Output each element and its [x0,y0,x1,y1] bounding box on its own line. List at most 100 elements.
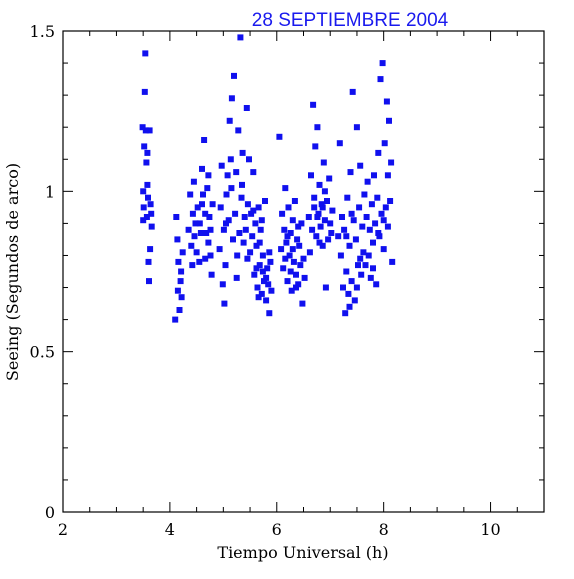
data-point [295,281,302,288]
data-point [226,117,233,124]
data-point [318,201,325,208]
data-point [317,223,324,230]
data-point [253,242,260,249]
data-point [336,140,343,147]
data-point [380,217,387,224]
data-point [258,217,265,224]
data-point [346,242,353,249]
data-point [294,236,301,243]
data-point [192,220,199,227]
data-point [237,34,244,41]
data-point [205,239,212,246]
data-point [246,156,252,163]
data-point [353,124,360,131]
data-point [250,169,257,176]
data-point [207,226,214,233]
data-point [284,278,291,285]
data-point [311,194,318,201]
data-point [238,194,245,201]
data-point [311,204,318,211]
data-point [252,220,259,227]
data-point [142,50,149,57]
data-point [142,127,149,134]
data-point [281,226,288,233]
data-point [326,175,333,182]
data-point [179,249,186,256]
data-point [372,220,379,227]
data-point [347,169,354,176]
data-point [266,310,273,317]
data-point [344,194,351,201]
data-point [374,194,381,201]
data-point [379,60,386,67]
data-point [373,281,380,288]
data-point [319,204,326,211]
data-point [263,274,270,281]
data-point [187,191,194,198]
data-point [348,278,355,285]
data-point [258,290,265,297]
data-point [256,239,263,246]
data-point [259,268,266,275]
data-point [205,172,212,179]
data-point [243,105,250,111]
data-point [309,226,316,233]
data-point [368,201,375,208]
data-point [295,223,302,230]
data-point [319,242,326,249]
data-point [141,88,148,95]
plot-frame [62,30,545,513]
data-point [298,220,305,227]
data-point [233,274,240,281]
data-point [239,181,245,188]
data-point [228,95,235,102]
data-point [253,265,260,272]
data-point [256,262,263,269]
data-point [312,143,319,150]
data-point [359,223,366,230]
data-point [378,210,385,217]
data-points [139,34,396,323]
data-point [193,249,200,256]
data-point [343,268,350,275]
data-point [288,287,295,294]
data-point [351,297,358,304]
data-point [377,76,384,83]
data-point [222,262,229,269]
data-point [223,220,229,227]
data-point [230,236,236,243]
data-point [339,214,345,220]
data-point [343,233,350,240]
data-point [348,210,355,217]
data-point [314,214,321,220]
data-point [199,165,205,172]
y-tick-label: 1 [45,182,55,201]
data-point [357,162,364,169]
data-point [234,252,241,259]
data-point [191,233,198,240]
data-point [384,223,391,230]
data-point [249,233,256,240]
data-point [268,287,275,294]
data-point [235,127,242,134]
data-point [197,230,204,236]
data-point [280,265,287,272]
data-point [148,223,155,230]
data-point [286,252,293,259]
data-point [358,271,365,278]
data-point [350,217,357,224]
data-point [217,204,224,211]
data-point [199,201,205,208]
data-point [244,255,251,262]
data-point [370,239,376,246]
data-point [188,242,195,249]
data-point [139,124,146,131]
data-point [308,172,314,179]
data-point [356,204,363,211]
data-point [345,290,352,297]
data-point [247,249,254,256]
data-point [279,210,286,217]
data-point [335,233,342,240]
data-point [289,217,296,224]
